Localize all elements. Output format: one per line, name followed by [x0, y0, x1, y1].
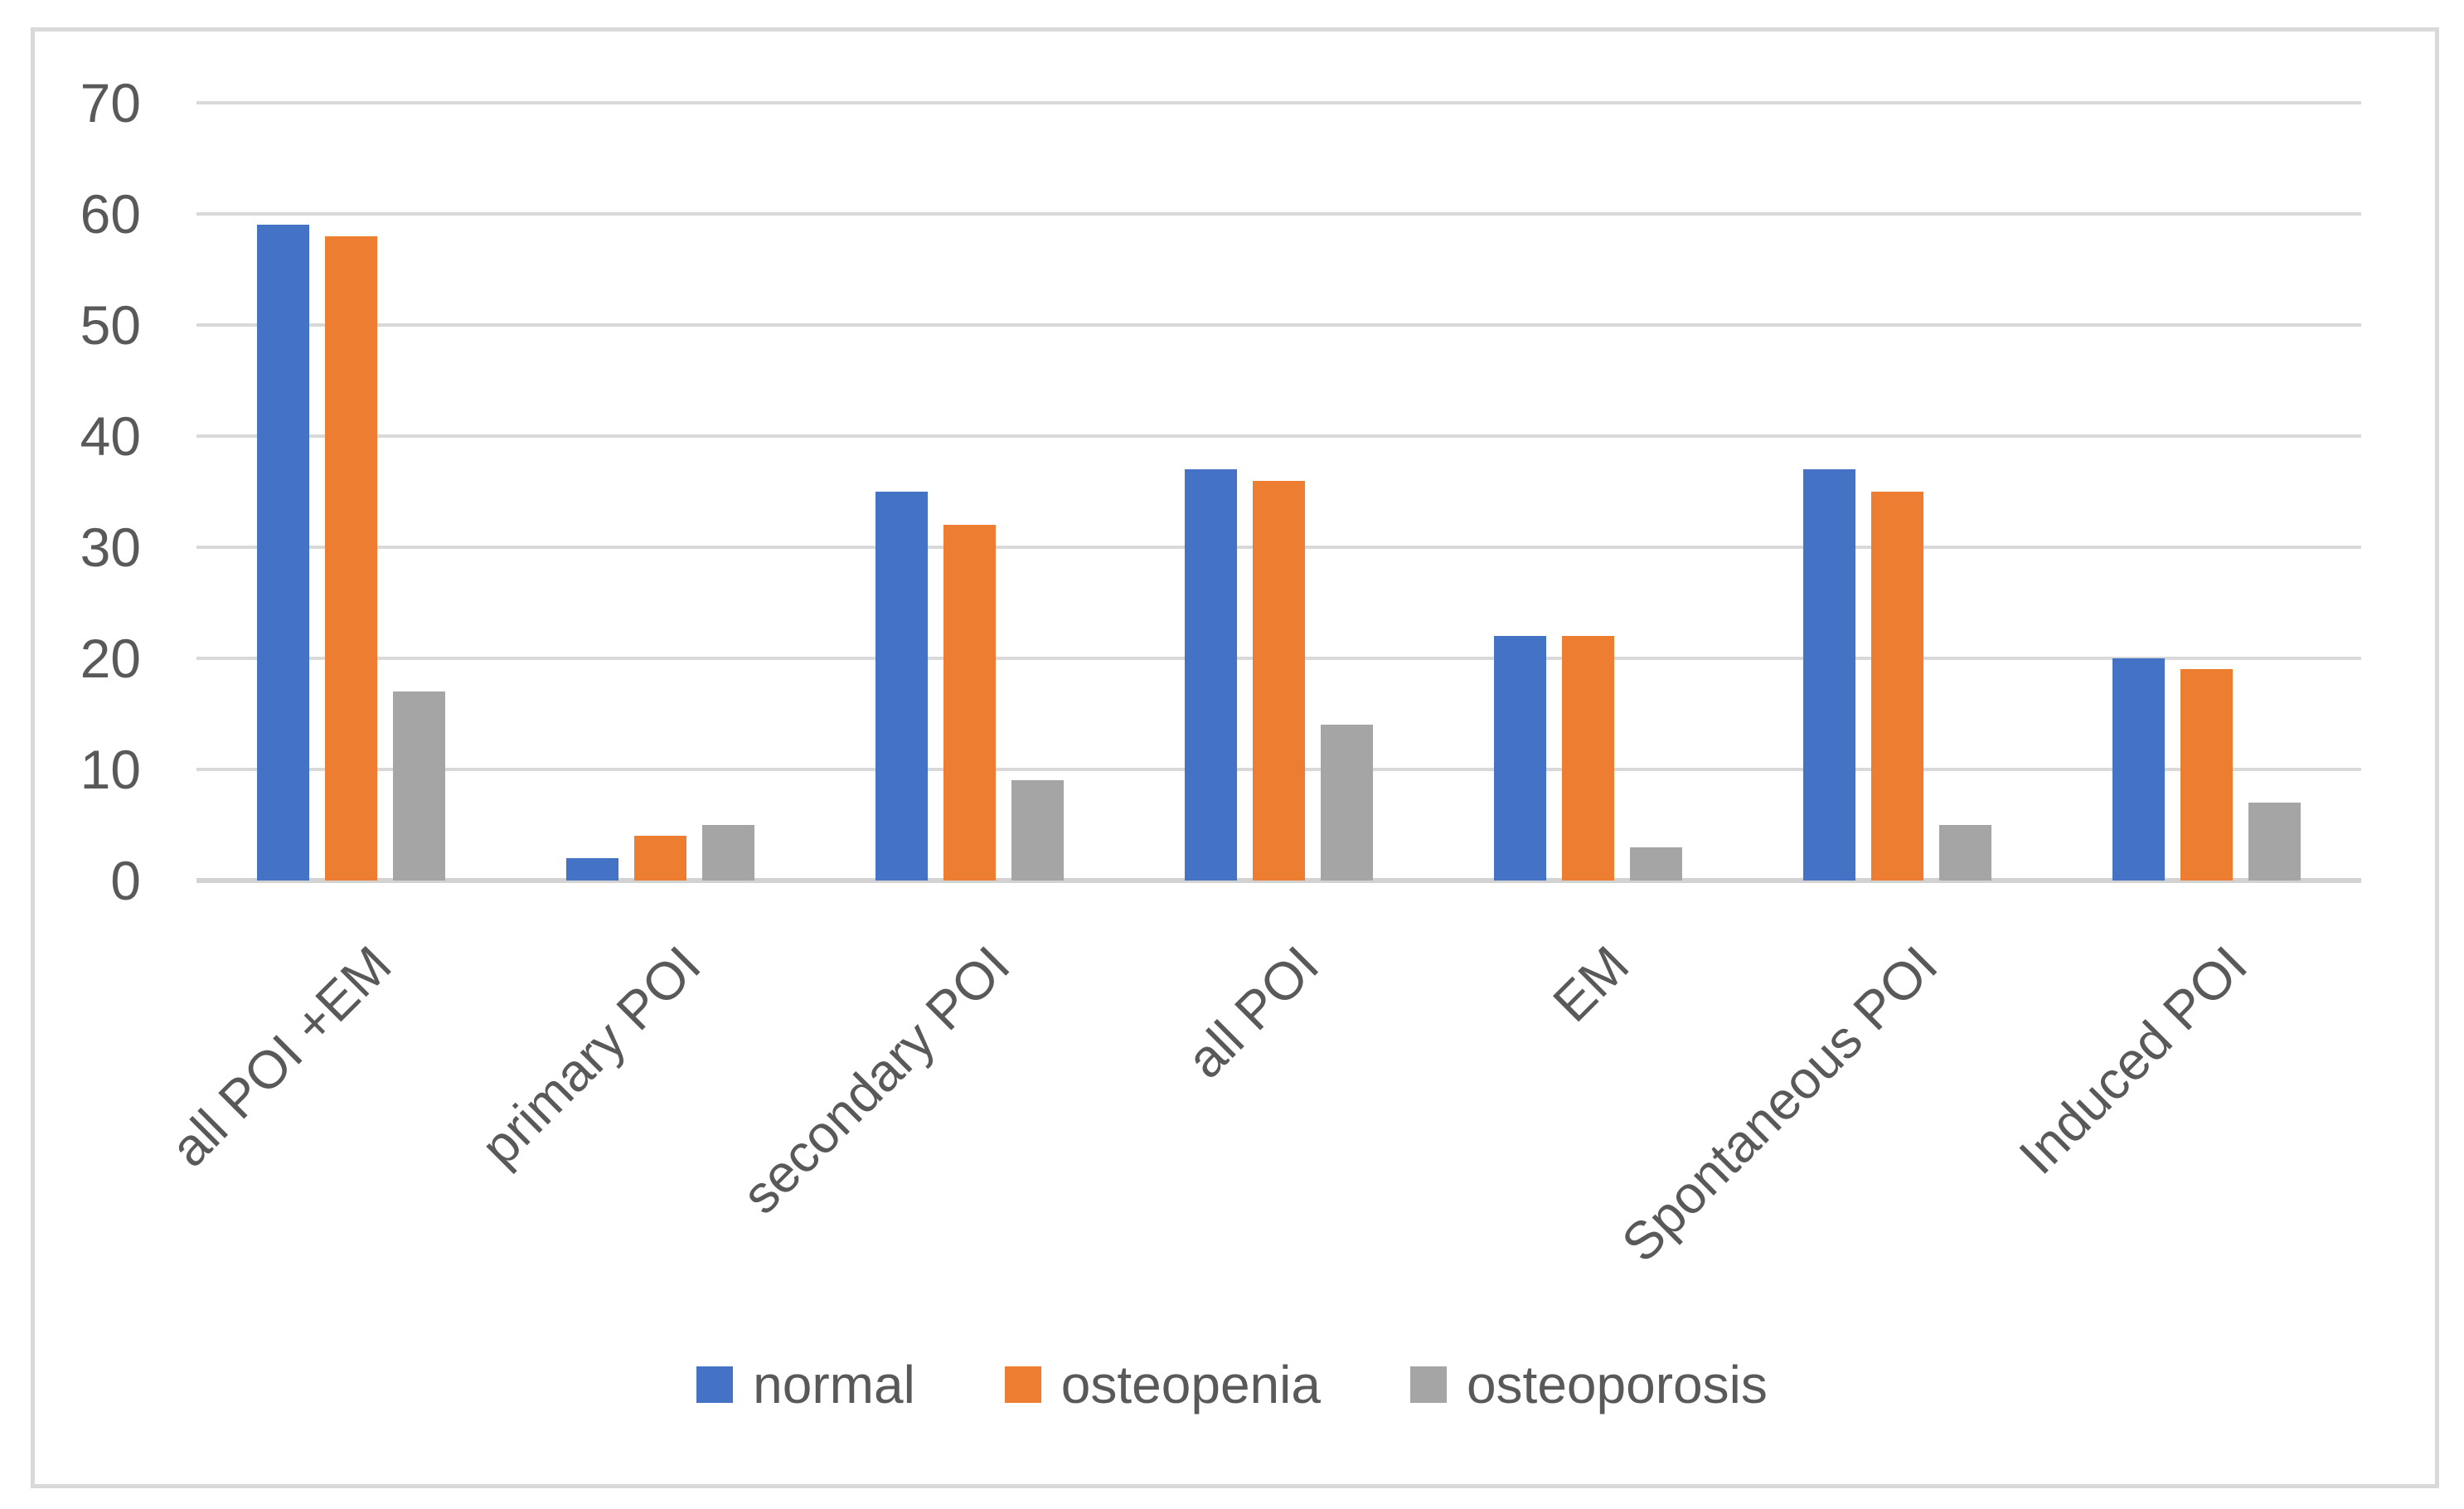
bar-normal-6 — [2112, 658, 2165, 881]
y-axis-tick-label: 0 — [110, 850, 141, 911]
y-axis-tick-label: 10 — [80, 739, 141, 800]
y-axis-tick-label: 60 — [80, 183, 141, 245]
legend-label-normal: normal — [753, 1355, 915, 1414]
legend-item-osteoporosis: osteoporosis — [1409, 1355, 1768, 1414]
x-axis-label: EM — [1540, 934, 1640, 1034]
x-axis-label: Induced POI — [2007, 934, 2258, 1186]
legend-color-swatch-osteopenia — [1004, 1366, 1041, 1403]
bar-normal-0 — [257, 225, 309, 881]
bar-osteopenia-6 — [2180, 669, 2233, 881]
gridline-40 — [196, 434, 2361, 438]
bar-normal-4 — [1494, 636, 1546, 881]
gridline-50 — [196, 323, 2361, 327]
bar-osteoporosis-3 — [1321, 725, 1373, 881]
gridline-0 — [196, 878, 2361, 883]
y-axis-tick-label: 20 — [80, 628, 141, 689]
x-axis-label: all POI — [1175, 934, 1331, 1090]
bar-osteoporosis-5 — [1939, 825, 1991, 881]
bar-osteopenia-3 — [1253, 480, 1305, 881]
bar-osteoporosis-6 — [2248, 803, 2301, 881]
bar-osteopenia-2 — [943, 525, 996, 881]
bar-osteopenia-4 — [1562, 636, 1614, 881]
bar-osteopenia-1 — [634, 836, 686, 881]
bar-normal-2 — [875, 492, 928, 881]
x-axis-label: primary POI — [469, 934, 712, 1177]
y-axis-tick-label: 50 — [80, 294, 141, 356]
legend: normal osteopenia osteoporosis — [33, 1358, 2431, 1411]
bar-osteopenia-5 — [1871, 492, 1923, 881]
bar-osteoporosis-0 — [393, 691, 445, 881]
bar-osteoporosis-4 — [1630, 847, 1682, 881]
y-axis-tick-label: 30 — [80, 517, 141, 578]
gridline-70 — [196, 101, 2361, 104]
bar-normal-1 — [566, 858, 618, 881]
x-axis-label: Spontaneous POI — [1610, 934, 1949, 1274]
legend-label-osteopenia: osteopenia — [1060, 1355, 1321, 1414]
x-axis-label: all POI +EM — [159, 934, 403, 1178]
legend-color-swatch-osteoporosis — [1409, 1366, 1447, 1403]
legend-item-normal: normal — [696, 1358, 915, 1411]
bar-normal-5 — [1803, 469, 1855, 881]
x-axis-label: secondary POI — [730, 934, 1021, 1225]
y-axis-tick-label: 70 — [80, 72, 141, 133]
y-axis-tick-label: 40 — [80, 405, 141, 467]
legend-item-osteopenia: osteopenia — [1004, 1355, 1321, 1414]
bar-osteoporosis-2 — [1011, 780, 1064, 881]
bar-normal-3 — [1185, 469, 1237, 881]
bar-osteoporosis-1 — [702, 825, 754, 881]
legend-color-swatch-normal — [696, 1366, 734, 1403]
gridline-60 — [196, 212, 2361, 216]
legend-label-osteoporosis: osteoporosis — [1466, 1355, 1768, 1414]
bar-osteopenia-0 — [325, 235, 377, 881]
